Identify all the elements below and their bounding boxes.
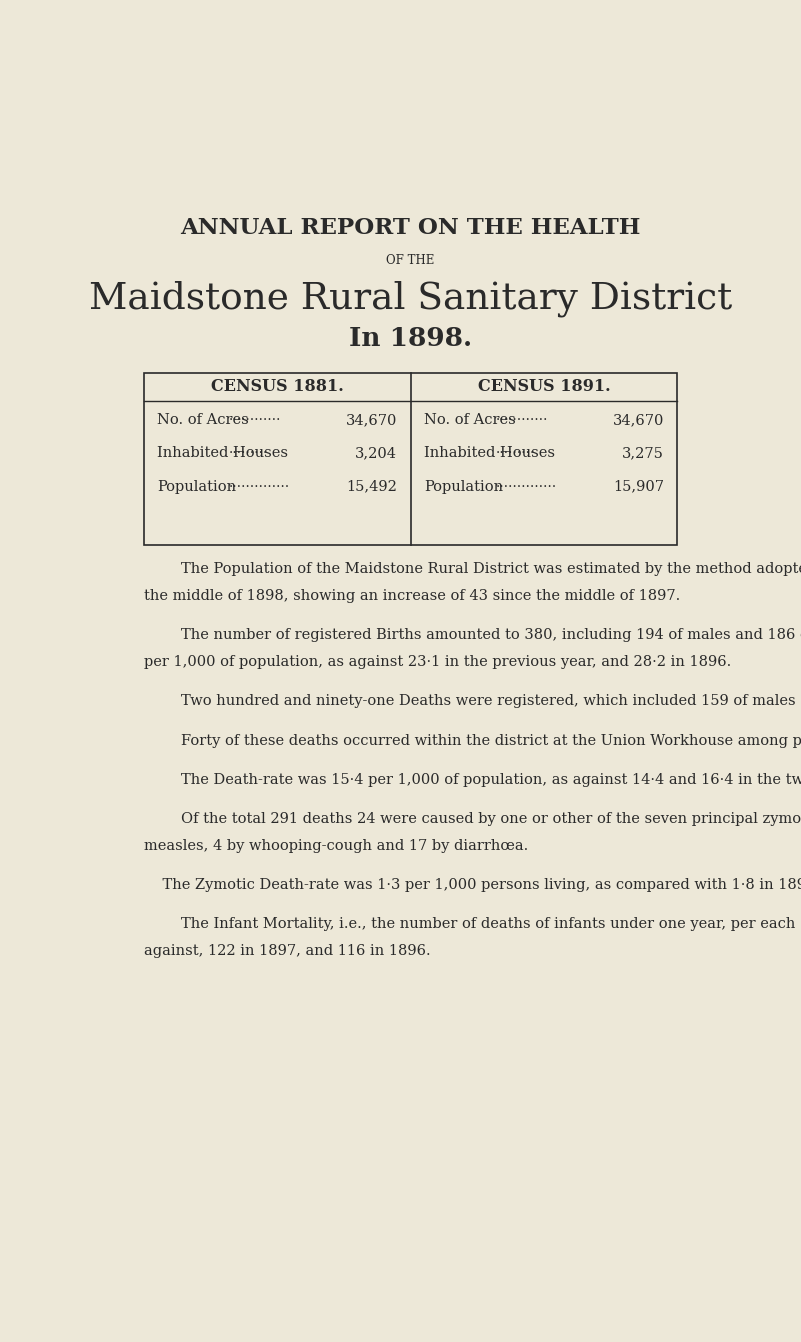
Text: against, 122 in 1897, and 116 in 1896.: against, 122 in 1897, and 116 in 1896. <box>143 945 430 958</box>
Text: the middle of 1898, showing an increase of 43 since the middle of 1897.: the middle of 1898, showing an increase … <box>143 589 680 603</box>
Text: 34,670: 34,670 <box>345 413 396 427</box>
Text: Forty of these deaths occurred within the district at the Union Workhouse among : Forty of these deaths occurred within th… <box>143 734 801 747</box>
Text: Population: Population <box>425 479 503 494</box>
Text: Inhabited Houses: Inhabited Houses <box>157 447 288 460</box>
Text: per 1,000 of population, as against 23·1 in the previous year, and 28·2 in 1896.: per 1,000 of population, as against 23·1… <box>143 655 731 668</box>
Text: No. of Acres: No. of Acres <box>425 413 516 427</box>
Text: No. of Acres: No. of Acres <box>157 413 249 427</box>
Text: CENSUS 1881.: CENSUS 1881. <box>211 378 344 395</box>
Text: 3,204: 3,204 <box>355 447 396 460</box>
Text: Population: Population <box>157 479 236 494</box>
Text: ·········: ········· <box>228 447 268 460</box>
Text: Maidstone Rural Sanitary District: Maidstone Rural Sanitary District <box>89 280 732 317</box>
Text: The Population of the Maidstone Rural District was estimated by the method adopt: The Population of the Maidstone Rural Di… <box>143 562 801 576</box>
Text: CENSUS 1891.: CENSUS 1891. <box>477 378 610 395</box>
Text: The number of registered Births amounted to 380, including 194 of males and 186 : The number of registered Births amounted… <box>143 628 801 641</box>
Text: The Death-rate was 15·4 per 1,000 of population, as against 14·4 and 16·4 in the: The Death-rate was 15·4 per 1,000 of pop… <box>143 773 801 786</box>
Text: ·········: ········· <box>496 447 535 460</box>
Text: 15,907: 15,907 <box>613 479 664 494</box>
Bar <box>143 373 678 545</box>
Text: 15,492: 15,492 <box>346 479 396 494</box>
Text: OF THE: OF THE <box>386 254 435 267</box>
Text: Of the total 291 deaths 24 were caused by one or other of the seven principal zy: Of the total 291 deaths 24 were caused b… <box>143 812 801 827</box>
Text: Inhabited Houses: Inhabited Houses <box>425 447 555 460</box>
Text: ············: ············ <box>228 413 281 427</box>
Text: Two hundred and ninety-one Deaths were registered, which included 159 of males a: Two hundred and ninety-one Deaths were r… <box>143 694 801 709</box>
Text: measles, 4 by whooping-cough and 17 by diarrhœa.: measles, 4 by whooping-cough and 17 by d… <box>143 839 528 854</box>
Text: 3,275: 3,275 <box>622 447 664 460</box>
Text: 34,670: 34,670 <box>613 413 664 427</box>
Text: In 1898.: In 1898. <box>349 326 472 352</box>
Text: ············: ············ <box>496 413 548 427</box>
Text: ··············: ·············· <box>496 479 557 494</box>
Text: ANNUAL REPORT ON THE HEALTH: ANNUAL REPORT ON THE HEALTH <box>180 217 641 239</box>
Text: ··············: ·············· <box>228 479 290 494</box>
Text: The Infant Mortality, i.e., the number of deaths of infants under one year, per : The Infant Mortality, i.e., the number o… <box>143 918 801 931</box>
Text: The Zymotic Death-rate was 1·3 per 1,000 persons living, as compared with 1·8 in: The Zymotic Death-rate was 1·3 per 1,000… <box>143 878 801 892</box>
